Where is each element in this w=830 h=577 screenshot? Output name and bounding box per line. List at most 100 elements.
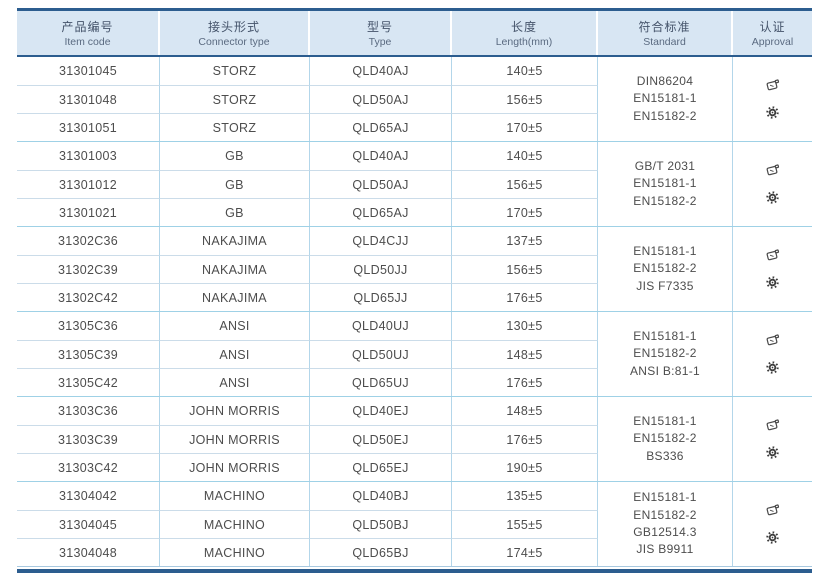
standard-line: EN15182-2 bbox=[633, 346, 697, 361]
standard-line: ANSI B:81-1 bbox=[630, 363, 700, 378]
approval-seal-icon bbox=[764, 104, 782, 122]
standard-line: JIS F7335 bbox=[636, 278, 694, 293]
approval-seal-icon bbox=[764, 359, 782, 377]
type-cell: QLD65AJ bbox=[310, 113, 452, 141]
connector-type-cell: GB bbox=[160, 170, 310, 198]
item-code-cell: 31302C42 bbox=[17, 283, 160, 311]
length-cell: 135±5 bbox=[452, 482, 598, 510]
column-header-en: Standard bbox=[643, 36, 686, 48]
connector-type-cell: ANSI bbox=[160, 312, 310, 340]
length-cell: 130±5 bbox=[452, 312, 598, 340]
length-cell: 137±5 bbox=[452, 227, 598, 255]
standard-line: EN15181-1 bbox=[633, 490, 697, 505]
standard-line: GB/T 2031 bbox=[634, 158, 696, 173]
standard-line: JIS B9911 bbox=[636, 542, 694, 557]
connector-type-cell: MACHINO bbox=[160, 538, 310, 566]
item-code-cell: 31301048 bbox=[17, 85, 160, 113]
item-code-cell: 31305C39 bbox=[17, 340, 160, 368]
standard-line: EN15182-2 bbox=[633, 507, 697, 522]
column-header-en: Connector type bbox=[198, 36, 270, 48]
length-cell: 148±5 bbox=[452, 397, 598, 425]
standard-cell: EN15181-1 EN15182-2 BS336 bbox=[598, 397, 733, 481]
column-header-approval: 认证 Approval bbox=[733, 11, 812, 55]
approval-cell bbox=[733, 57, 812, 141]
length-cell: 156±5 bbox=[452, 170, 598, 198]
item-code-cell: 31302C36 bbox=[17, 227, 160, 255]
connector-type-cell: STORZ bbox=[160, 85, 310, 113]
column-header-en: Length(mm) bbox=[495, 36, 553, 48]
connector-type-cell: ANSI bbox=[160, 368, 310, 396]
type-cell: QLD65AJ bbox=[310, 198, 452, 226]
item-code-cell: 31303C36 bbox=[17, 397, 160, 425]
standard-line: GB12514.3 bbox=[633, 525, 697, 539]
type-cell: QLD65BJ bbox=[310, 538, 452, 566]
length-cell: 176±5 bbox=[452, 425, 598, 453]
approval-cell bbox=[733, 482, 812, 566]
approval-cell bbox=[733, 397, 812, 481]
type-cell: QLD50AJ bbox=[310, 85, 452, 113]
standard-line: EN15181-1 bbox=[633, 243, 697, 258]
column-header-zh: 产品编号 bbox=[61, 20, 114, 34]
approval-cell bbox=[733, 142, 812, 226]
column-header-en: Item code bbox=[64, 36, 111, 48]
item-code-cell: 31304045 bbox=[17, 510, 160, 538]
column-header-zh: 长度 bbox=[510, 20, 537, 34]
approval-cell bbox=[733, 312, 812, 396]
product-group-storz: 31301045 STORZ QLD40AJ 140±5 31301048 STORZ QL… bbox=[17, 57, 812, 141]
length-cell: 156±5 bbox=[452, 255, 598, 283]
item-code-cell: 31303C42 bbox=[17, 453, 160, 481]
length-cell: 174±5 bbox=[452, 538, 598, 566]
column-header-type: 型号 Type bbox=[310, 11, 452, 55]
type-cell: QLD50UJ bbox=[310, 340, 452, 368]
type-cell: QLD65JJ bbox=[310, 283, 452, 311]
type-cell: QLD40UJ bbox=[310, 312, 452, 340]
standard-line: EN15181-1 bbox=[633, 176, 697, 191]
column-header-zh: 符合标准 bbox=[638, 20, 691, 34]
item-code-cell: 31305C36 bbox=[17, 312, 160, 340]
standard-line: BS336 bbox=[646, 448, 684, 463]
approval-seal-icon bbox=[764, 189, 782, 207]
connector-type-cell: GB bbox=[160, 198, 310, 226]
column-header-zh: 接头形式 bbox=[207, 20, 260, 34]
product-table: 产品编号 Item code 接头形式 Connector type 型号 Type 长度 L… bbox=[17, 8, 812, 574]
connector-type-cell: MACHINO bbox=[160, 510, 310, 538]
product-group-ansi: 31305C36 ANSI QLD40UJ 130±5 31305C39 ANSI QLD5… bbox=[17, 311, 812, 396]
item-code-cell: 31301051 bbox=[17, 113, 160, 141]
standard-cell: EN15181-1 EN15182-2 GB12514.3 JIS B9911 bbox=[598, 482, 733, 566]
standard-line: EN15181-1 bbox=[633, 91, 697, 106]
length-cell: 170±5 bbox=[452, 198, 598, 226]
standard-cell: GB/T 2031 EN15181-1 EN15182-2 bbox=[598, 142, 733, 226]
approval-stamp-icon bbox=[764, 162, 782, 180]
item-code-cell: 31301021 bbox=[17, 198, 160, 226]
approval-stamp-icon bbox=[764, 247, 782, 265]
product-group-john-morris: 31303C36 JOHN MORRIS QLD40EJ 148±5 31303C39 J… bbox=[17, 396, 812, 481]
type-cell: QLD65UJ bbox=[310, 368, 452, 396]
item-code-cell: 31302C39 bbox=[17, 255, 160, 283]
standard-cell: DIN86204 EN15181-1 EN15182-2 bbox=[598, 57, 733, 141]
column-header-standard: 符合标准 Standard bbox=[598, 11, 733, 55]
type-cell: QLD40EJ bbox=[310, 397, 452, 425]
standard-line: DIN86204 bbox=[636, 73, 694, 88]
standard-line: EN15181-1 bbox=[633, 328, 697, 343]
item-code-cell: 31305C42 bbox=[17, 368, 160, 396]
standard-cell: EN15181-1 EN15182-2 ANSI B:81-1 bbox=[598, 312, 733, 396]
column-header-zh: 型号 bbox=[366, 20, 393, 34]
type-cell: QLD50EJ bbox=[310, 425, 452, 453]
length-cell: 148±5 bbox=[452, 340, 598, 368]
standard-line: EN15182-2 bbox=[633, 193, 697, 208]
length-cell: 155±5 bbox=[452, 510, 598, 538]
standard-line: EN15182-2 bbox=[633, 431, 697, 446]
approval-seal-icon bbox=[764, 274, 782, 292]
type-cell: QLD50JJ bbox=[310, 255, 452, 283]
length-cell: 156±5 bbox=[452, 85, 598, 113]
item-code-cell: 31304048 bbox=[17, 538, 160, 566]
connector-type-cell: JOHN MORRIS bbox=[160, 397, 310, 425]
table-bottom-rule bbox=[17, 566, 812, 574]
type-cell: QLD40AJ bbox=[310, 57, 452, 85]
approval-seal-icon bbox=[764, 529, 782, 547]
approval-stamp-icon bbox=[764, 417, 782, 435]
connector-type-cell: JOHN MORRIS bbox=[160, 425, 310, 453]
approval-stamp-icon bbox=[764, 77, 782, 95]
standard-line: EN15182-2 bbox=[633, 261, 697, 276]
approval-seal-icon bbox=[764, 444, 782, 462]
